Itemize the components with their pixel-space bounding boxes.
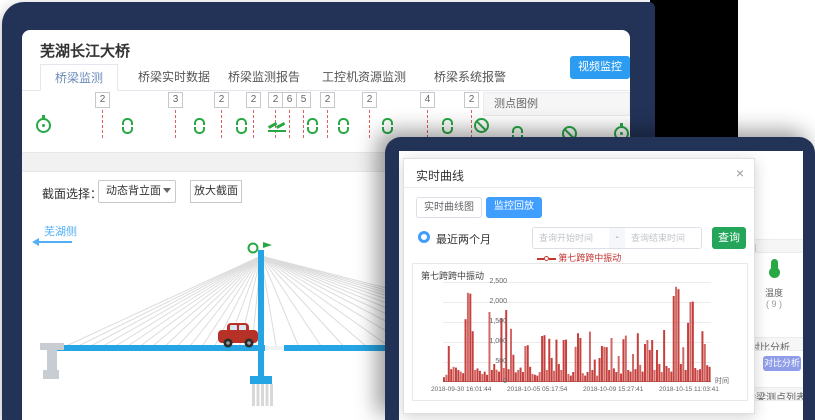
- tab-bridge-monitor[interactable]: 桥梁监测: [40, 64, 118, 91]
- sensor-count-badge: 2: [362, 92, 377, 108]
- tower-top-sensor-icons: [247, 242, 272, 254]
- sensor-count-badge: 2: [246, 92, 261, 108]
- sensor-count-badge: 2: [95, 92, 110, 108]
- thermometer-icon: [768, 259, 780, 278]
- strain-sensor-icon[interactable]: [338, 118, 349, 134]
- y-tick: 1,000: [489, 338, 507, 345]
- section-select-label: 截面选择：: [42, 187, 103, 201]
- y-tick: 0: [503, 378, 507, 385]
- legend-line-icon: [548, 257, 556, 260]
- query-button[interactable]: 查询: [712, 227, 746, 249]
- temperature-legend-item[interactable]: 温度 ( 9 ): [754, 259, 794, 309]
- x-tick: 2018-09-30 16:01:44: [431, 386, 492, 393]
- sensor-count-badge: 5: [296, 92, 311, 108]
- strain-sensor-icon[interactable]: [122, 118, 133, 134]
- range-separator: -: [609, 228, 625, 248]
- compare-analysis-button[interactable]: 对比分析: [763, 356, 801, 371]
- sensor-count-badge: 3: [168, 92, 183, 108]
- tab-monitor-playback[interactable]: 监控回放: [486, 197, 542, 218]
- chart-legend[interactable]: 第七跨跨中振动: [404, 251, 754, 264]
- last-two-months-radio[interactable]: [418, 231, 430, 243]
- chart-title: 第七跨跨中振动: [421, 271, 485, 281]
- query-end-input[interactable]: [625, 228, 701, 248]
- anemometer-icon[interactable]: [36, 115, 51, 133]
- y-tick: 2,000: [489, 298, 507, 305]
- bearing-sensor-icon[interactable]: [267, 120, 288, 132]
- y-tick: 1,500: [489, 318, 507, 325]
- legend-line-icon: [536, 257, 544, 260]
- car-illustration: [218, 323, 258, 348]
- left-pier: [40, 343, 64, 379]
- enlarge-section-button[interactable]: 放大截面: [190, 180, 242, 203]
- chart-series-bars: [443, 286, 711, 382]
- sensor-count-badge: 2: [214, 92, 229, 108]
- main-tabbar: 桥梁监测 桥梁实时数据 桥梁监测报告 工控机资源监测 桥梁系统报警: [22, 64, 630, 91]
- page-title: 芜湖长江大桥: [40, 43, 131, 60]
- dialog-header: 实时曲线 ×: [404, 159, 754, 188]
- left-arrow-icon: [32, 238, 72, 246]
- legend-label: 第七跨跨中振动: [558, 253, 622, 263]
- sensor-count-badge: 2: [464, 92, 479, 108]
- strain-sensor-icon[interactable]: [442, 118, 453, 134]
- sensor-count-badge: 4: [420, 92, 435, 108]
- strain-sensor-icon[interactable]: [194, 118, 205, 134]
- disabled-sensor-icon[interactable]: [474, 118, 489, 133]
- query-start-input[interactable]: [533, 228, 609, 248]
- tab-realtime-data[interactable]: 桥梁实时数据: [138, 70, 211, 84]
- bank-side-label: 芜湖侧: [44, 226, 77, 238]
- backdrop-black: [650, 0, 738, 152]
- legend-dot-icon: [543, 256, 549, 262]
- x-axis-title: 时间: [715, 378, 729, 385]
- caret-down-icon: [163, 188, 171, 193]
- strain-sensor-icon[interactable]: [236, 118, 247, 134]
- tab-ipc-resource[interactable]: 工控机资源监测: [322, 70, 407, 84]
- x-tick: 2018-10-05 05:17:54: [507, 386, 568, 393]
- date-range-picker: -: [532, 227, 702, 249]
- section-select[interactable]: 动态背立面: [98, 180, 176, 203]
- strain-sensor-icon[interactable]: [382, 118, 393, 134]
- dialog-title: 实时曲线: [416, 169, 465, 183]
- chart-plot-area: [443, 282, 711, 382]
- realtime-curve-dialog: 实时曲线 × 实时曲线图 监控回放 最近两个月 - 查询 第七跨跨中振动 第七跨…: [403, 158, 755, 414]
- y-tick: 2,500: [489, 278, 507, 285]
- close-icon[interactable]: ×: [735, 165, 744, 181]
- legend-panel-title: 测点图例: [483, 92, 630, 116]
- y-tick: 500: [495, 358, 507, 365]
- vibration-chart: 第七跨跨中振动 2,500 2,000 1,500 1,000 500 0 20…: [412, 263, 748, 401]
- sensor-count-badge: 2: [320, 92, 335, 108]
- temperature-label: 温度: [764, 288, 783, 298]
- tab-realtime-curve[interactable]: 实时曲线图: [416, 197, 482, 218]
- tab-monitor-report[interactable]: 桥梁监测报告: [228, 70, 301, 84]
- x-tick: 2018-10-09 15:27:41: [583, 386, 644, 393]
- sensor-count-badge: 6: [282, 92, 297, 108]
- tab-system-alarm[interactable]: 桥梁系统报警: [434, 70, 507, 84]
- radio-label: 最近两个月: [436, 234, 491, 246]
- temperature-count: ( 9 ): [765, 299, 782, 309]
- sensor-count-badge: 2: [268, 92, 283, 108]
- video-monitor-button[interactable]: 视频监控: [570, 56, 630, 79]
- x-tick: 2018-10-15 11:03:41: [659, 386, 719, 393]
- strain-sensor-icon[interactable]: [307, 118, 318, 134]
